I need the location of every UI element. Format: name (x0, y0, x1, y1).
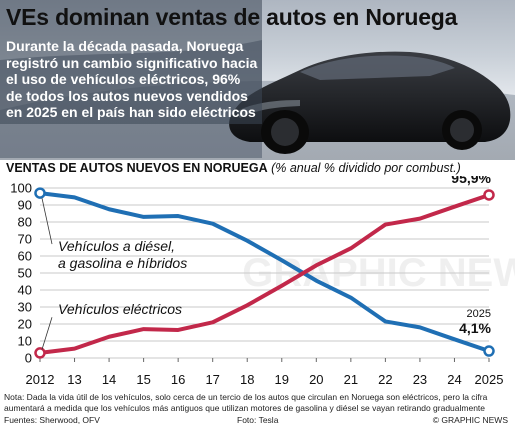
x-tick-label: 21 (344, 372, 358, 387)
series-end-point (483, 189, 495, 201)
x-tick-label: 19 (275, 372, 289, 387)
photo-credit: Foto: Tesla (237, 415, 279, 425)
series-line-electric (38, 192, 491, 355)
leader-line (41, 317, 53, 350)
footer: Fuentes: Sherwood, OFV Foto: Tesla © GRA… (4, 415, 512, 425)
y-tick-label: 90 (18, 198, 32, 213)
footnote: Nota: Dada la vida útil de los vehículos… (4, 392, 488, 413)
y-tick-label: 80 (18, 215, 32, 230)
chart-subtitle: (% anual % dividido por combust.) (271, 161, 461, 175)
x-tick-label: 15 (136, 372, 150, 387)
series-label-line: Vehículos a diésel, (58, 238, 175, 254)
y-tick-label: 50 (18, 266, 32, 281)
x-tick-label: 17 (205, 372, 219, 387)
end-year-label: 2025 (467, 308, 491, 320)
sources: Fuentes: Sherwood, OFV (4, 415, 100, 425)
y-tick-label: 20 (18, 317, 32, 332)
x-tick-label: 2012 (26, 372, 55, 387)
hero-photo-area: VEs dominan ventas de autos en Noruega D… (0, 0, 515, 160)
brand-credit: © GRAPHIC NEWS (432, 415, 508, 425)
y-tick-label: 100 (10, 181, 32, 196)
end-value-label: 4,1% (459, 320, 491, 336)
chart-heading: VENTAS DE AUTOS NUEVOS EN NORUEGA (% anu… (6, 161, 461, 175)
x-tick-label: 24 (447, 372, 461, 387)
x-tick-label: 13 (67, 372, 81, 387)
y-tick-label: 10 (18, 334, 32, 349)
y-tick-label: 40 (18, 283, 32, 298)
x-tick-label: 20 (309, 372, 323, 387)
x-tick-label: 18 (240, 372, 254, 387)
y-tick-label: 0 (25, 351, 32, 366)
x-tick-label: 2025 (475, 372, 504, 387)
series-end-point (34, 347, 46, 359)
end-value-label: 95,9% (451, 176, 491, 186)
series-end-point (483, 345, 495, 357)
chart-title: VENTAS DE AUTOS NUEVOS EN NORUEGA (6, 161, 268, 175)
x-tick-label: 22 (378, 372, 392, 387)
description: Durante la década pasada, Noruega regist… (6, 38, 258, 120)
x-tick-label: 23 (413, 372, 427, 387)
y-tick-label: 30 (18, 300, 32, 315)
page-title: VEs dominan ventas de autos en Noruega (6, 4, 458, 30)
series-label-line: a gasolina e híbridos (58, 255, 187, 271)
description-backdrop (0, 0, 262, 124)
y-tick-label: 60 (18, 249, 32, 264)
series-label-electric: Vehículos eléctricos (58, 301, 182, 317)
series-end-point (34, 187, 46, 199)
y-tick-label: 70 (18, 232, 32, 247)
series-label-fossil: Vehículos a diésel, a gasolina e híbridos (58, 238, 187, 271)
leader-line (41, 198, 53, 245)
x-tick-label: 16 (171, 372, 185, 387)
x-tick-label: 14 (102, 372, 116, 387)
series-line-fossil (38, 191, 491, 354)
